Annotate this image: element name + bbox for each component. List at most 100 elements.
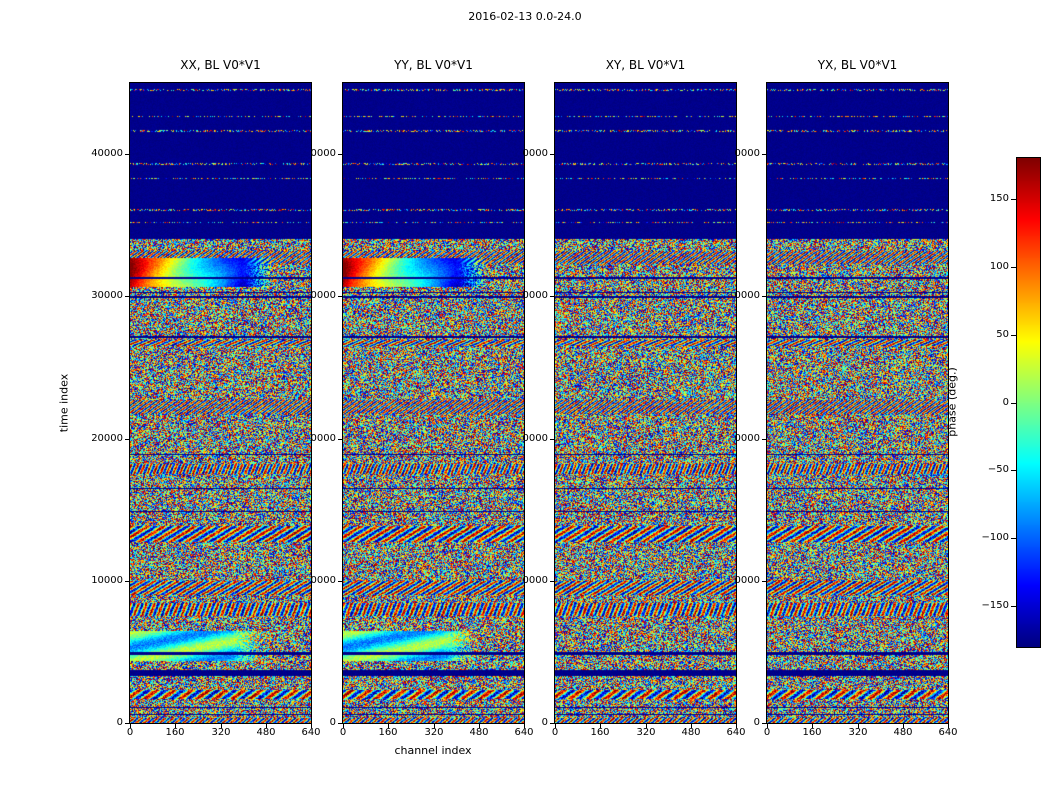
y-tick-label: 0000 <box>310 290 336 301</box>
x-tick-label: 320 <box>211 727 231 738</box>
colorbar-tick-mark <box>1011 335 1016 336</box>
heatmap-canvas-xy <box>554 82 737 724</box>
y-tick-mark <box>762 723 766 724</box>
heatmap-canvas-yx <box>766 82 949 724</box>
colorbar-tick-mark <box>1011 403 1016 404</box>
heatmap-canvas-yy <box>342 82 525 724</box>
x-tick-label: 480 <box>469 727 489 738</box>
x-tick-mark <box>600 724 601 728</box>
colorbar-tick-mark <box>1011 199 1016 200</box>
x-tick-label: 0 <box>339 727 347 738</box>
y-tick-mark <box>762 581 766 582</box>
y-tick-label: 0000 <box>522 433 548 444</box>
y-tick-mark <box>125 581 129 582</box>
y-tick-label: 30000 <box>91 290 123 301</box>
x-tick-mark <box>175 724 176 728</box>
y-tick-mark <box>338 439 342 440</box>
x-tick-label: 480 <box>681 727 701 738</box>
y-tick-label: 0000 <box>734 575 760 586</box>
colorbar-tick-label: −150 <box>981 600 1009 611</box>
x-axis-label: channel index <box>394 744 472 757</box>
y-tick-label: 0000 <box>310 148 336 159</box>
y-tick-label: 0000 <box>522 575 548 586</box>
x-tick-label: 320 <box>424 727 444 738</box>
y-tick-label: 10000 <box>91 575 123 586</box>
x-tick-mark <box>130 724 131 728</box>
y-tick-mark <box>338 154 342 155</box>
x-tick-mark <box>524 724 525 728</box>
x-tick-label: 640 <box>301 727 321 738</box>
x-tick-mark <box>221 724 222 728</box>
y-axis-label: time index <box>57 373 71 433</box>
x-tick-mark <box>266 724 267 728</box>
x-tick-mark <box>903 724 904 728</box>
y-tick-mark <box>550 154 554 155</box>
y-tick-label: 0000 <box>522 290 548 301</box>
x-tick-mark <box>311 724 312 728</box>
y-tick-label: 0 <box>541 717 548 728</box>
x-tick-label: 320 <box>848 727 868 738</box>
x-tick-mark <box>646 724 647 728</box>
y-tick-label: 0 <box>753 717 760 728</box>
x-tick-mark <box>479 724 480 728</box>
x-tick-label: 480 <box>256 727 276 738</box>
y-tick-label: 0000 <box>310 575 336 586</box>
x-tick-label: 640 <box>514 727 534 738</box>
y-tick-mark <box>550 723 554 724</box>
y-tick-label: 0000 <box>310 433 336 444</box>
x-tick-label: 640 <box>726 727 746 738</box>
colorbar-tick-label: 0 <box>1002 397 1009 408</box>
y-tick-mark <box>338 581 342 582</box>
x-tick-mark <box>812 724 813 728</box>
y-tick-mark <box>762 296 766 297</box>
x-tick-label: 160 <box>802 727 822 738</box>
x-tick-label: 0 <box>551 727 559 738</box>
x-tick-mark <box>555 724 556 728</box>
x-tick-mark <box>858 724 859 728</box>
colorbar-tick-mark <box>1011 606 1016 607</box>
colorbar-tick-mark <box>1011 538 1016 539</box>
colorbar-tick-label: 100 <box>989 261 1009 272</box>
y-tick-mark <box>550 581 554 582</box>
panel-title: YY, BL V0*V1 <box>394 58 473 72</box>
colorbar-tick-label: −100 <box>981 532 1009 543</box>
x-tick-mark <box>388 724 389 728</box>
colorbar-tick-label: −50 <box>987 464 1009 475</box>
y-tick-mark <box>125 439 129 440</box>
colorbar-tick-label: 50 <box>996 329 1009 340</box>
colorbar-tick-mark <box>1011 470 1016 471</box>
y-tick-mark <box>550 296 554 297</box>
y-tick-mark <box>762 439 766 440</box>
x-tick-mark <box>767 724 768 728</box>
y-tick-mark <box>762 154 766 155</box>
x-tick-label: 160 <box>165 727 185 738</box>
x-tick-mark <box>691 724 692 728</box>
x-tick-mark <box>434 724 435 728</box>
y-tick-mark <box>125 154 129 155</box>
y-tick-mark <box>338 296 342 297</box>
x-tick-label: 160 <box>590 727 610 738</box>
y-tick-label: 40000 <box>91 148 123 159</box>
x-tick-mark <box>343 724 344 728</box>
y-tick-label: 0000 <box>734 148 760 159</box>
y-tick-label: 0000 <box>734 433 760 444</box>
panel-title: XY, BL V0*V1 <box>605 58 686 72</box>
colorbar-tick-label: 150 <box>989 193 1009 204</box>
y-tick-label: 0000 <box>522 148 548 159</box>
x-tick-label: 0 <box>763 727 771 738</box>
heatmap-canvas-xx <box>129 82 312 724</box>
x-tick-label: 0 <box>126 727 134 738</box>
y-tick-label: 20000 <box>91 433 123 444</box>
y-tick-mark <box>338 723 342 724</box>
y-tick-mark <box>125 723 129 724</box>
y-tick-mark <box>550 439 554 440</box>
y-tick-label: 0 <box>329 717 336 728</box>
x-tick-label: 160 <box>378 727 398 738</box>
panel-title: XX, BL V0*V1 <box>180 58 261 72</box>
panel-title: YX, BL V0*V1 <box>817 58 898 72</box>
x-tick-label: 320 <box>636 727 656 738</box>
y-tick-mark <box>125 296 129 297</box>
figure-title: 2016-02-13 0.0-24.0 <box>468 10 582 23</box>
colorbar-tick-mark <box>1011 267 1016 268</box>
